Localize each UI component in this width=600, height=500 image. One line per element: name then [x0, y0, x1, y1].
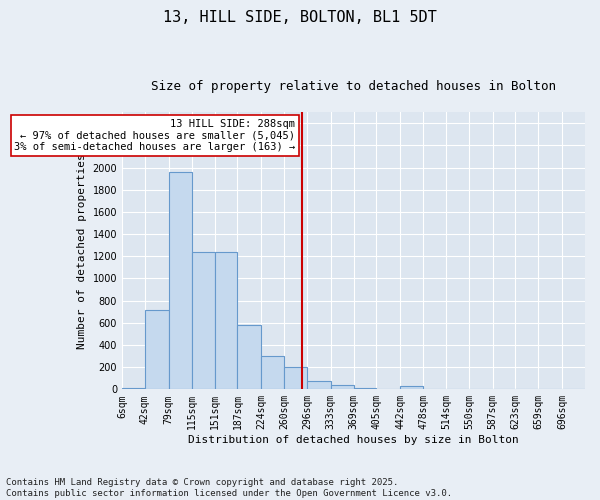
- Bar: [238, 325, 261, 390]
- Title: Size of property relative to detached houses in Bolton: Size of property relative to detached ho…: [151, 80, 556, 93]
- Bar: [307, 381, 331, 390]
- Bar: [446, 389, 469, 390]
- Bar: [145, 310, 169, 390]
- Bar: [376, 389, 400, 390]
- Bar: [191, 252, 215, 390]
- Bar: [169, 172, 191, 390]
- Bar: [215, 252, 238, 390]
- Bar: [353, 388, 376, 390]
- Text: 13 HILL SIDE: 288sqm
← 97% of detached houses are smaller (5,045)
3% of semi-det: 13 HILL SIDE: 288sqm ← 97% of detached h…: [14, 119, 295, 152]
- Bar: [423, 389, 446, 390]
- Bar: [284, 367, 307, 390]
- Text: Contains HM Land Registry data © Crown copyright and database right 2025.
Contai: Contains HM Land Registry data © Crown c…: [6, 478, 452, 498]
- Bar: [400, 386, 423, 390]
- Bar: [331, 386, 353, 390]
- Bar: [122, 388, 145, 390]
- X-axis label: Distribution of detached houses by size in Bolton: Distribution of detached houses by size …: [188, 435, 519, 445]
- Bar: [261, 356, 284, 390]
- Y-axis label: Number of detached properties: Number of detached properties: [77, 153, 87, 348]
- Text: 13, HILL SIDE, BOLTON, BL1 5DT: 13, HILL SIDE, BOLTON, BL1 5DT: [163, 10, 437, 25]
